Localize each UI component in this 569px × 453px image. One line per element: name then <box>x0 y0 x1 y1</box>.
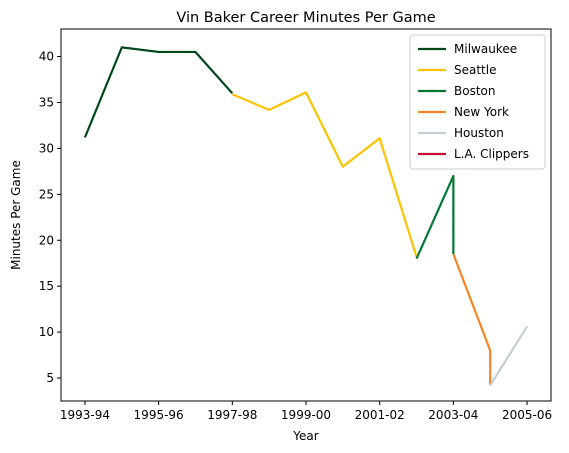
x-tick-label: 1993-94 <box>60 408 110 422</box>
legend-box <box>409 34 546 170</box>
series-line-seattle <box>231 91 418 258</box>
y-tick-label: 35 <box>39 95 54 109</box>
legend-label-new-york: New York <box>454 105 509 119</box>
x-tick-label: 2005-06 <box>502 408 552 422</box>
y-axis-ticks: 5 10 15 20 25 30 35 40 <box>39 50 61 385</box>
y-axis-label: Minutes Per Game <box>9 160 23 270</box>
x-tick-label: 2003-04 <box>428 408 478 422</box>
y-tick-label: 15 <box>39 279 54 293</box>
x-axis-ticks: 1993-94 1995-96 1997-98 1999-00 2001-02 2003-… <box>60 401 552 422</box>
legend-label-milwaukee: Milwaukee <box>454 42 517 56</box>
chart-title: Vin Baker Career Minutes Per Game <box>176 10 435 26</box>
y-tick-label: 10 <box>39 325 54 339</box>
x-axis-label: Year <box>292 429 318 443</box>
series-line-boston <box>415 174 455 260</box>
x-tick-label: 2001-02 <box>355 408 405 422</box>
series-line-houston <box>489 326 528 386</box>
legend-label-l-a-clippers: L.A. Clippers <box>454 147 529 161</box>
x-tick-label: 1999-00 <box>281 408 331 422</box>
legend-label-houston: Houston <box>454 126 504 140</box>
legend-label-seattle: Seattle <box>454 63 496 77</box>
legend-label-boston: Boston <box>454 84 495 98</box>
y-tick-label: 30 <box>39 141 54 155</box>
x-tick-label: 1997-98 <box>207 408 257 422</box>
series-line-new-york <box>452 253 492 386</box>
plot-lines <box>83 46 528 386</box>
y-tick-label: 5 <box>46 371 54 385</box>
y-tick-label: 20 <box>39 233 54 247</box>
legend: Milwaukee Seattle Boston New York Houston L.A… <box>409 34 546 170</box>
y-tick-label: 40 <box>39 50 54 64</box>
series-line-milwaukee <box>83 46 234 138</box>
x-tick-label: 1995-96 <box>134 408 184 422</box>
y-tick-label: 25 <box>39 187 54 201</box>
